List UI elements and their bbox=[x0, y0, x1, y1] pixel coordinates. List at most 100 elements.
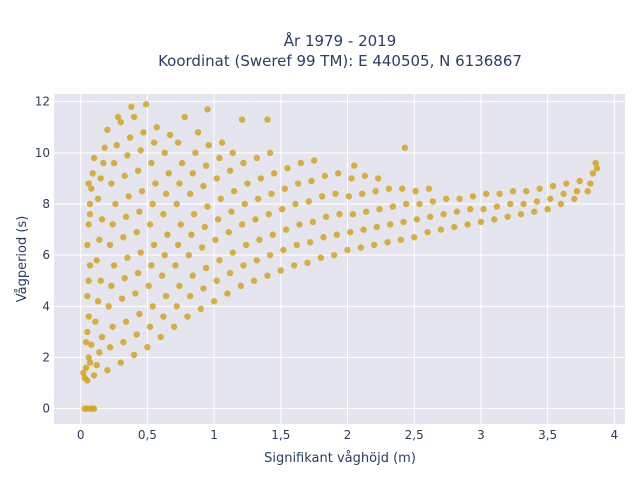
data-point bbox=[533, 198, 541, 205]
data-point bbox=[98, 216, 106, 223]
data-point bbox=[226, 167, 234, 174]
data-point bbox=[252, 216, 259, 223]
data-point bbox=[181, 113, 188, 121]
data-point bbox=[310, 157, 318, 164]
data-point bbox=[226, 269, 234, 277]
data-point bbox=[132, 290, 139, 297]
data-point bbox=[242, 241, 250, 249]
data-point bbox=[592, 159, 599, 167]
data-point bbox=[218, 139, 226, 146]
data-point bbox=[142, 101, 150, 108]
data-point bbox=[282, 226, 290, 233]
data-point bbox=[216, 257, 223, 264]
data-point bbox=[80, 369, 87, 377]
data-point bbox=[148, 262, 155, 269]
data-point bbox=[188, 231, 195, 238]
data-point bbox=[385, 185, 393, 192]
data-point bbox=[296, 221, 303, 228]
data-point bbox=[584, 188, 591, 195]
data-point bbox=[571, 195, 578, 203]
data-point bbox=[202, 162, 210, 169]
data-point bbox=[152, 180, 159, 187]
data-point bbox=[290, 262, 298, 269]
data-point bbox=[110, 159, 118, 167]
y-axis-title: Vågperiod (s) bbox=[15, 216, 30, 303]
data-point bbox=[173, 200, 180, 208]
data-point bbox=[157, 333, 164, 341]
data-point bbox=[237, 282, 244, 290]
data-point bbox=[317, 254, 325, 261]
data-point bbox=[197, 305, 204, 313]
y-tick-label: 8 bbox=[42, 197, 50, 211]
data-point bbox=[185, 251, 192, 259]
data-point bbox=[160, 313, 167, 320]
data-point bbox=[164, 231, 171, 238]
data-point bbox=[358, 190, 366, 197]
data-point bbox=[403, 200, 410, 208]
data-point bbox=[112, 200, 119, 208]
data-point bbox=[110, 262, 118, 269]
data-point bbox=[264, 272, 271, 279]
data-point bbox=[523, 188, 530, 195]
data-point bbox=[149, 200, 156, 208]
data-point bbox=[440, 211, 447, 218]
data-point bbox=[204, 106, 211, 113]
data-point bbox=[200, 285, 207, 292]
data-point bbox=[308, 177, 315, 185]
data-point bbox=[563, 180, 570, 187]
data-point bbox=[320, 234, 327, 241]
data-point bbox=[113, 141, 120, 149]
data-point bbox=[189, 170, 196, 177]
data-point bbox=[122, 213, 130, 220]
data-point bbox=[108, 180, 115, 187]
y-tick-label: 0 bbox=[42, 402, 50, 416]
data-point bbox=[374, 175, 382, 182]
data-point bbox=[90, 372, 98, 379]
data-point bbox=[294, 180, 302, 187]
data-point bbox=[120, 234, 127, 241]
data-point bbox=[96, 236, 103, 244]
data-point bbox=[587, 180, 594, 187]
data-point bbox=[453, 208, 461, 215]
data-points bbox=[80, 101, 601, 412]
data-point bbox=[88, 185, 95, 192]
data-point bbox=[138, 188, 146, 195]
data-point bbox=[117, 118, 124, 126]
data-point bbox=[146, 323, 154, 330]
data-point bbox=[86, 262, 94, 269]
chart-title-line-1: År 1979 - 2019 bbox=[284, 31, 397, 50]
data-point bbox=[256, 236, 263, 244]
data-point bbox=[150, 139, 158, 146]
data-point bbox=[176, 282, 183, 290]
data-point bbox=[85, 277, 92, 284]
data-point bbox=[85, 313, 92, 320]
data-point bbox=[186, 292, 194, 300]
data-point bbox=[104, 367, 111, 374]
data-point bbox=[144, 344, 151, 351]
data-point bbox=[238, 116, 246, 123]
data-point bbox=[345, 193, 353, 200]
data-point bbox=[544, 205, 551, 213]
data-point bbox=[140, 129, 147, 136]
data-point bbox=[85, 221, 92, 228]
data-point bbox=[240, 159, 247, 167]
y-tick-label: 6 bbox=[42, 248, 50, 262]
data-point bbox=[120, 338, 127, 346]
data-point bbox=[176, 180, 183, 187]
data-point bbox=[576, 177, 583, 185]
data-point bbox=[161, 149, 168, 157]
data-point bbox=[557, 200, 565, 208]
data-point bbox=[361, 172, 369, 180]
data-point bbox=[92, 318, 99, 325]
data-point bbox=[425, 185, 433, 192]
y-tick-label: 12 bbox=[35, 95, 50, 109]
data-point bbox=[190, 211, 198, 218]
data-point bbox=[137, 249, 144, 256]
data-point bbox=[94, 195, 102, 203]
data-point bbox=[128, 103, 135, 110]
x-tick-label: 2 bbox=[344, 428, 352, 442]
data-point bbox=[117, 359, 124, 366]
data-point bbox=[507, 200, 514, 208]
data-point bbox=[411, 234, 418, 241]
